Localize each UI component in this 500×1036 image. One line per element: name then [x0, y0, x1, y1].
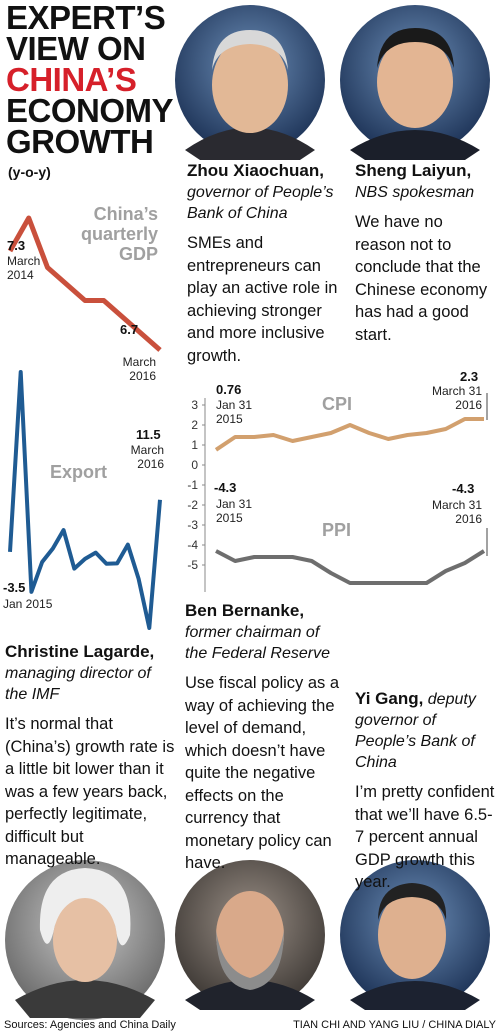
chart-title: Export [50, 462, 108, 482]
y-tick-label: 3 [191, 398, 198, 412]
expert-sheng: Sheng Laiyun, NBS spokesman We have no r… [355, 160, 497, 346]
title: EXPERT’S VIEW ON CHINA’S ECONOMY GROWTH [6, 0, 174, 160]
expert-quote: I’m pretty confident that we’ll have 6.5… [355, 783, 495, 891]
title-line: EXPERT’S [6, 0, 166, 36]
x-label: Jan 31 2015 [216, 497, 253, 525]
expert-zhou: Zhou Xiaochuan, governor of People’s Ban… [187, 160, 347, 367]
x-label: Jan 31 2015 [216, 398, 253, 426]
photo-zhou [175, 5, 325, 160]
photo-bernanke [175, 860, 325, 1010]
x-label: March 2016 [130, 443, 164, 471]
expert-yi: Yi Gang, deputy governor of People’s Ban… [355, 688, 497, 894]
y-tick-label: 1 [191, 438, 198, 452]
y-tick-label: -2 [187, 498, 198, 512]
expert-name: Ben Bernanke, [185, 601, 305, 620]
expert-quote: We have no reason not to conclude that t… [355, 213, 488, 344]
y-tick-label: -3 [187, 518, 198, 532]
value-label: 6.7 [120, 322, 139, 337]
chart-title: PPI [322, 520, 352, 540]
expert-role: governor of People’s Bank of China [187, 184, 334, 222]
credit: TIAN CHI AND YANG LIU / CHINA DIALY [293, 1019, 496, 1031]
x-label: March 2016 [122, 355, 156, 383]
expert-role: former chairman of the Federal Reserve [185, 624, 330, 662]
value-label: 2.3 [460, 369, 479, 384]
value-label: -3.5 [3, 580, 26, 595]
expert-role: NBS spokesman [355, 184, 475, 201]
expert-role: managing director of the IMF [5, 665, 151, 703]
x-label: March 2014 [7, 254, 41, 282]
subtitle: (y-o-y) [8, 164, 51, 180]
value-label: 7.3 [7, 238, 26, 253]
photo-lagarde [5, 860, 165, 1020]
y-tick-label: -5 [187, 558, 198, 572]
y-tick-label: -4 [187, 538, 198, 552]
sources: Sources: Agencies and China Daily [4, 1019, 176, 1031]
value-label: -4.3 [214, 480, 237, 495]
expert-quote: Use fiscal policy as a way of achieving … [185, 674, 340, 872]
expert-bernanke: Ben Bernanke, former chairman of the Fed… [185, 600, 340, 875]
expert-heading: Yi Gang, deputy governor of People’s Ban… [355, 688, 497, 773]
data-line [215, 549, 486, 585]
value-label: 0.76 [216, 382, 242, 397]
value-label: 11.5 [136, 427, 161, 442]
title-line: GROWTH [6, 123, 154, 160]
title-line: ECONOMY [6, 92, 174, 129]
y-tick-label: 2 [191, 418, 198, 432]
expert-name: Zhou Xiaochuan, [187, 161, 324, 180]
chart-title: China’s quarterly GDP [80, 204, 158, 264]
x-label: Jan 2015 [3, 597, 53, 611]
expert-role: deputy governor of People’s Bank of Chin… [355, 691, 476, 771]
data-line [7, 215, 162, 352]
data-line [8, 370, 162, 630]
photo-yi [340, 860, 490, 1010]
x-label: March 31 2016 [431, 498, 482, 526]
x-label: March 31 2016 [431, 384, 482, 412]
expert-name: Christine Lagarde, [5, 642, 155, 661]
expert-name: Yi Gang, [355, 689, 424, 708]
expert-quote: It’s normal that (China’s) growth rate i… [5, 715, 175, 868]
value-label: -4.3 [452, 481, 475, 496]
y-tick-label: 0 [191, 458, 198, 472]
y-tick-label: -1 [187, 478, 198, 492]
title-line: CHINA’S [6, 61, 137, 98]
expert-quote: SMEs and entrepreneurs can play an activ… [187, 234, 338, 365]
data-line [214, 417, 484, 452]
expert-lagarde: Christine Lagarde, managing director of … [5, 641, 177, 871]
chart-title: CPI [322, 394, 353, 414]
photo-sheng [340, 5, 490, 160]
expert-name: Sheng Laiyun, [355, 161, 472, 180]
title-line: VIEW ON [6, 30, 146, 67]
